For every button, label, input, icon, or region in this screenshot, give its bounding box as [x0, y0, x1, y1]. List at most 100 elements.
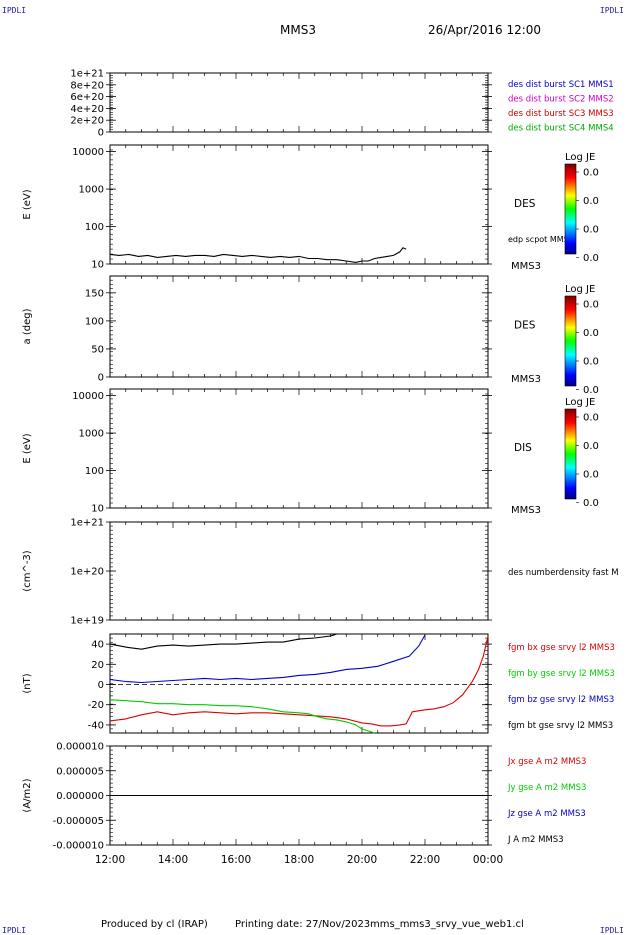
des-energy-ytick-label: 100 [85, 222, 104, 233]
colorbar-3-tick-label: 0.0 [583, 498, 599, 509]
des-energy-ytick-label: 10 [91, 260, 104, 271]
burst-flags-frame [109, 72, 489, 133]
des-pitch-spacecraft-label: MMS3 [511, 374, 541, 385]
density-ytick-label: 1e+20 [70, 567, 104, 578]
footer-printing-date: Printing date: 27/Nov/2023 [235, 919, 371, 930]
burst-flags-legend-3: des dist burst SC3 MMS3 [508, 109, 614, 119]
corner-label-bottom-right: IPDLI [599, 926, 624, 935]
footer-producer: Produced by cl (IRAP) [101, 919, 208, 930]
x-axis-tick-label: 16:00 [221, 854, 251, 866]
burst-flags-ytick-label: 6e+20 [70, 92, 104, 103]
current-ytick-label: 0.000010 [56, 742, 104, 753]
fgm-ylabel: (nT) [22, 673, 33, 693]
colorbar-2-title: Log JE [565, 284, 595, 295]
colorbar-3-title: Log JE [565, 397, 595, 408]
des-pitch-ytick-label: 0 [98, 373, 104, 384]
x-axis-tick-label: 14:00 [158, 854, 188, 866]
current-ylabel: (A/m2) [22, 778, 33, 812]
fgm-legend-4: fgm bt gse srvy l2 MMS3 [508, 721, 613, 731]
colorbar-2-tick-label: 0.0 [583, 328, 599, 339]
density-ytick-label: 1e+21 [70, 518, 104, 529]
dis-energy-ytick-label: 100 [85, 466, 104, 477]
dis-energy-ytick-label: 1000 [79, 429, 104, 440]
current-legend-3: Jz gse A m2 MMS3 [507, 809, 586, 819]
x-axis-tick-label: 20:00 [347, 854, 377, 866]
des-energy-ytick-label: 10000 [72, 147, 104, 158]
des-energy-series-1-line [109, 247, 407, 263]
burst-flags-ytick-label: 1e+21 [70, 69, 104, 80]
fgm-series-3-line [109, 634, 426, 684]
x-axis-tick-label: 12:00 [95, 854, 125, 866]
dis-energy-spacecraft-label: MMS3 [511, 505, 541, 516]
corner-label-top-right: IPDLI [599, 6, 624, 15]
des-pitch-frame [109, 275, 489, 378]
des-energy-spacecraft-label: MMS3 [511, 261, 541, 272]
burst-flags-ytick-label: 2e+20 [70, 116, 104, 127]
x-axis-tick-label: 18:00 [284, 854, 314, 866]
dis-energy-ylabel: E (eV) [22, 433, 33, 463]
burst-flags-legend-2: des dist burst SC2 MMS2 [508, 95, 614, 105]
current-ytick-label: 0.000000 [56, 791, 104, 802]
current-legend-4: J A m2 MMS3 [507, 835, 564, 845]
dis-energy-right-label: DIS [514, 442, 532, 454]
fgm-legend-3: fgm bz gse srvy l2 MMS3 [508, 695, 614, 705]
colorbar-3-tick-label: 0.0 [583, 413, 599, 424]
colorbar-2-bar [564, 295, 577, 387]
des-energy-ylabel: E (eV) [22, 189, 33, 219]
fgm-legend-2: fgm by gse srvy l2 MMS3 [508, 669, 615, 679]
des-energy-ytick-label: 1000 [79, 185, 104, 196]
footer-filename: mms_mms3_srvy_vue_web1.cl [370, 919, 524, 930]
fgm-ytick-label: 0 [98, 680, 104, 691]
des-pitch-ylabel: a (deg) [22, 308, 33, 344]
spacecraft-title: MMS3 [280, 23, 316, 37]
corner-label-top-left: IPDLI [2, 6, 27, 15]
current-ytick-label: -0.000005 [53, 816, 104, 827]
current-legend-2: Jy gse A m2 MMS3 [507, 783, 586, 793]
fgm-legend-1: fgm bx gse srvy l2 MMS3 [508, 643, 615, 653]
density-right-label: des numberdensity fast M [508, 568, 619, 578]
des-pitch-right-label: DES [514, 320, 536, 332]
fgm-ytick-label: -40 [88, 720, 104, 731]
des-pitch-ytick-label: 100 [85, 316, 104, 327]
colorbar-3-bar [564, 408, 577, 500]
corner-label-bottom-left: IPDLI [2, 926, 27, 935]
des-pitch-ytick-label: 50 [91, 344, 104, 355]
fgm-frame [109, 633, 489, 734]
density-ylabel: (cm^-3) [22, 550, 33, 591]
colorbar-1-tick-label: 0.0 [583, 168, 599, 179]
des-energy-right-label: DES [514, 198, 536, 210]
burst-flags-legend-1: des dist burst SC1 MMS1 [508, 80, 614, 90]
current-ytick-label: -0.000010 [53, 841, 104, 852]
colorbar-3-tick-label: 0.0 [583, 470, 599, 481]
dis-energy-frame [109, 388, 489, 509]
density-frame [109, 521, 489, 621]
fgm-series-4-line [109, 633, 337, 650]
fgm-ytick-label: 20 [91, 660, 104, 671]
fgm-series-2-line [109, 699, 375, 734]
colorbar-1-title: Log JE [565, 152, 595, 163]
burst-flags-legend-4: des dist burst SC4 MMS4 [508, 124, 614, 134]
colorbar-1-tick-label: 0.0 [583, 253, 599, 264]
current-ytick-label: 0.000005 [56, 766, 104, 777]
fgm-ytick-label: 40 [91, 640, 104, 651]
des-pitch-ytick-label: 150 [85, 288, 104, 299]
fgm-ytick-label: -20 [88, 700, 104, 711]
current-legend-1: Jx gse A m2 MMS3 [507, 757, 586, 767]
dis-energy-ytick-label: 10000 [72, 391, 104, 402]
colorbar-1-tick-label: 0.0 [583, 196, 599, 207]
fgm-series-1-line [109, 635, 489, 727]
burst-flags-ytick-label: 8e+20 [70, 80, 104, 91]
colorbar-2-tick-label: 0.0 [583, 385, 599, 396]
dis-energy-ytick-label: 10 [91, 504, 104, 515]
x-axis-tick-label: 22:00 [410, 854, 440, 866]
colorbar-2-tick-label: 0.0 [583, 357, 599, 368]
colorbar-1-tick-label: 0.0 [583, 225, 599, 236]
des-energy-frame [109, 144, 489, 265]
colorbar-3-tick-label: 0.0 [583, 441, 599, 452]
des-energy-series-label: edp scpot MMS3 [508, 235, 574, 244]
x-axis-tick-label: 00:00 [473, 854, 503, 866]
colorbar-2-tick-label: 0.0 [583, 300, 599, 311]
density-ytick-label: 1e+19 [70, 616, 104, 627]
colorbar-1-bar [564, 163, 577, 255]
